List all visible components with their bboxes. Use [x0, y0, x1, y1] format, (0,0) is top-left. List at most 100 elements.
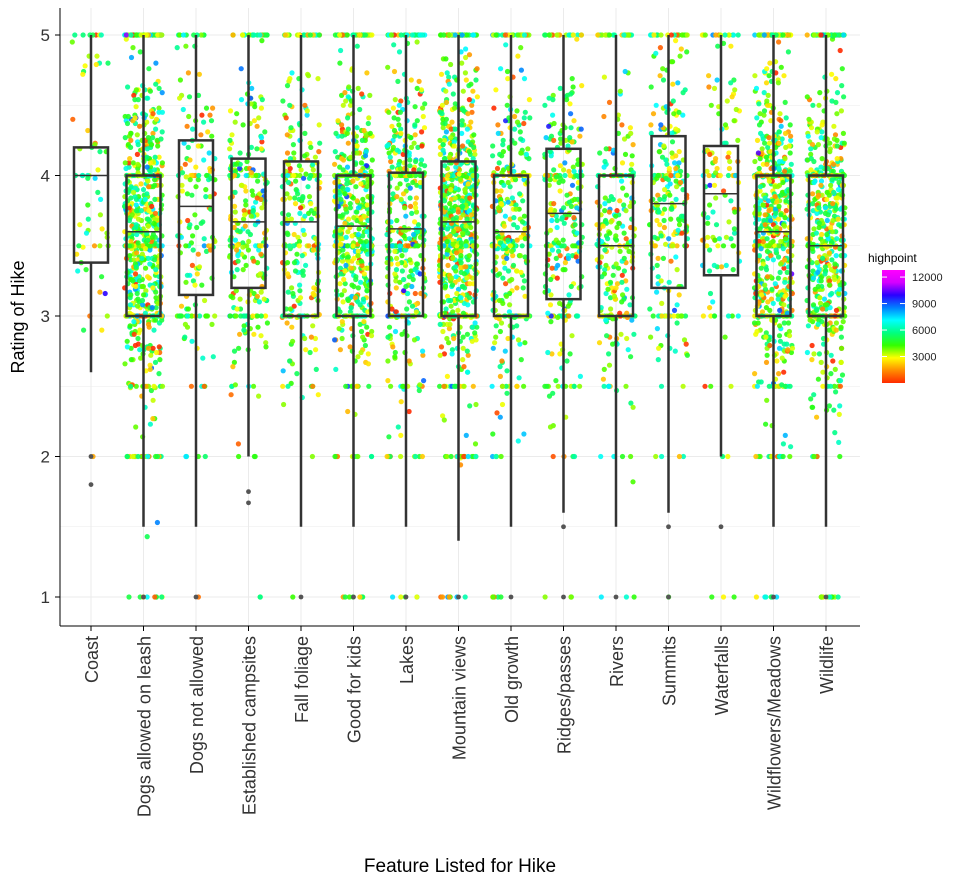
jitter-point	[628, 131, 633, 136]
jitter-point	[135, 336, 140, 341]
jitter-point	[70, 117, 75, 122]
jitter-point	[562, 173, 567, 178]
jitter-point	[752, 159, 757, 164]
jitter-point	[128, 131, 133, 136]
jitter-point	[570, 76, 575, 81]
jitter-point	[285, 150, 290, 155]
jitter-point	[520, 219, 525, 224]
jitter-point	[292, 195, 297, 200]
jitter-point	[310, 454, 315, 459]
jitter-point	[568, 173, 573, 178]
jitter-point	[566, 292, 571, 297]
jitter-point	[130, 454, 135, 459]
jitter-point	[724, 263, 729, 268]
jitter-point	[710, 209, 715, 214]
jitter-point	[395, 79, 400, 84]
jitter-point	[341, 157, 346, 162]
jitter-point	[465, 349, 470, 354]
jitter-point	[400, 384, 405, 389]
jitter-point	[463, 224, 468, 229]
jitter-point	[659, 384, 664, 389]
jitter-point	[620, 454, 625, 459]
jitter-point	[624, 236, 629, 241]
jitter-point	[493, 454, 498, 459]
jitter-point	[342, 268, 347, 273]
jitter-point	[670, 82, 675, 87]
jitter-point	[608, 306, 613, 311]
jitter-point	[671, 98, 676, 103]
jitter-point	[417, 382, 422, 387]
jitter-point	[459, 260, 464, 265]
jitter-point	[777, 111, 782, 116]
jitter-point	[498, 329, 503, 334]
jitter-point	[517, 375, 522, 380]
jitter-point	[366, 121, 371, 126]
jitter-point	[185, 218, 190, 223]
jitter-point	[442, 417, 447, 422]
jitter-point	[566, 313, 571, 318]
jitter-point	[399, 32, 404, 37]
jitter-point	[365, 288, 370, 293]
jitter-point	[317, 141, 322, 146]
jitter-point	[767, 61, 772, 66]
jitter-point	[623, 208, 628, 213]
jitter-point	[463, 243, 468, 248]
jitter-point	[655, 263, 660, 268]
jitter-point	[407, 236, 412, 241]
jitter-point	[514, 268, 519, 273]
jitter-point	[721, 594, 726, 599]
jitter-point	[292, 260, 297, 265]
jitter-point	[653, 51, 658, 56]
jitter-point	[577, 134, 582, 139]
jitter-point	[389, 32, 394, 37]
jitter-point	[345, 187, 350, 192]
jitter-point	[412, 337, 417, 342]
jitter-point	[85, 176, 90, 181]
jitter-point	[658, 73, 663, 78]
jitter-point	[500, 276, 505, 281]
jitter-point	[603, 318, 608, 323]
jitter-point	[515, 120, 520, 125]
jitter-point	[365, 202, 370, 207]
jitter-point	[562, 267, 567, 272]
jitter-point	[721, 243, 726, 248]
jitter-point	[606, 198, 611, 203]
jitter-point	[236, 441, 241, 446]
jitter-point	[131, 160, 136, 165]
jitter-point	[657, 209, 662, 214]
jitter-point	[293, 179, 298, 184]
jitter-point	[297, 163, 302, 168]
jitter-point	[233, 382, 238, 387]
jitter-point	[413, 205, 418, 210]
jitter-point	[128, 384, 133, 389]
jitter-point	[139, 256, 144, 261]
jitter-point	[189, 193, 194, 198]
jitter-point	[554, 174, 559, 179]
jitter-point	[360, 197, 365, 202]
jitter-point	[265, 32, 270, 37]
jitter-point	[129, 32, 134, 37]
jitter-point	[298, 205, 303, 210]
jitter-point	[144, 191, 149, 196]
jitter-point	[675, 320, 680, 325]
jitter-point	[148, 353, 153, 358]
jitter-point	[388, 384, 393, 389]
jitter-point	[355, 44, 360, 49]
jitter-point	[550, 266, 555, 271]
jitter-point	[236, 346, 241, 351]
jitter-point	[681, 90, 686, 95]
jitter-point	[332, 337, 337, 342]
jitter-point	[355, 354, 360, 359]
jitter-point	[496, 205, 501, 210]
jitter-point	[773, 184, 778, 189]
jitter-point	[494, 323, 499, 328]
jitter-point	[525, 146, 530, 151]
jitter-point	[705, 235, 710, 240]
jitter-point	[736, 32, 741, 37]
jitter-point	[568, 351, 573, 356]
jitter-point	[707, 202, 712, 207]
jitter-point	[655, 173, 660, 178]
jitter-point	[501, 243, 506, 248]
jitter-point	[675, 267, 680, 272]
jitter-point	[308, 350, 313, 355]
